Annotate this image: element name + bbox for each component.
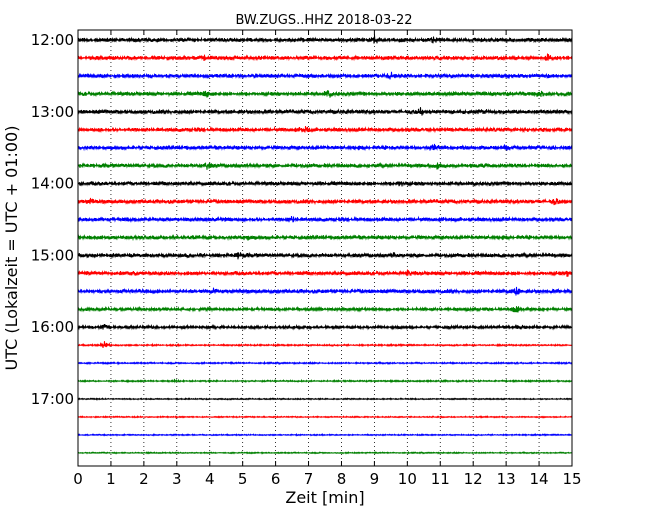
vertical-gridlines (110, 30, 540, 466)
x-tick-label-0: 0 (73, 470, 83, 488)
y-tick-label-1200: 12:00 (31, 31, 74, 49)
x-tick-label-3: 3 (172, 470, 182, 488)
x-axis-label: Zeit [min] (285, 488, 364, 507)
trace-1345 (77, 161, 573, 170)
trace-1330 (77, 143, 573, 152)
x-tick-label-14: 14 (530, 470, 549, 488)
trace-1215 (77, 53, 573, 62)
x-tick-label-4: 4 (205, 470, 215, 488)
x-tick-label-11: 11 (431, 470, 450, 488)
trace-1400 (77, 179, 573, 188)
trace-1530 (77, 286, 573, 296)
trace-1600 (77, 323, 573, 331)
x-tick-label-2: 2 (139, 470, 149, 488)
trace-1615 (77, 341, 573, 348)
trace-1230 (77, 71, 573, 80)
trace-series (77, 35, 573, 455)
x-tick-label-7: 7 (304, 470, 314, 488)
x-tick-label-15: 15 (562, 470, 581, 488)
x-tick-label-10: 10 (398, 470, 417, 488)
trace-1415 (77, 197, 573, 206)
trace-1445 (77, 233, 573, 242)
y-tick-label-1300: 13:00 (31, 103, 74, 121)
trace-1730 (77, 432, 573, 437)
trace-1515 (77, 269, 573, 277)
trace-1700 (77, 397, 573, 401)
y-tick-label-1500: 15:00 (31, 246, 74, 264)
y-tick-label-1400: 14:00 (31, 175, 74, 193)
trace-1200 (77, 35, 573, 44)
trace-1745 (77, 450, 573, 455)
trace-1500 (77, 251, 573, 260)
y-axis-label: UTC (Lokalzeit = UTC + 01:00) (2, 126, 21, 371)
x-tick-label-6: 6 (271, 470, 281, 488)
trace-1300 (77, 107, 573, 116)
x-tick-label-8: 8 (337, 470, 347, 488)
x-tick-label-9: 9 (370, 470, 380, 488)
y-tick-label-1600: 16:00 (31, 318, 74, 336)
x-tick-label-1: 1 (106, 470, 116, 488)
y-tick-label-1700: 17:00 (31, 390, 74, 408)
x-tick-label-13: 13 (497, 470, 516, 488)
trace-1315 (77, 125, 573, 134)
x-tick-label-12: 12 (464, 470, 483, 488)
x-axis-ticks: 0 1 2 3 4 5 6 7 8 9 10 11 12 13 14 15 (73, 30, 582, 488)
y-axis-ticks: 12:00 13:00 14:00 15:00 16:00 17:00 (31, 31, 572, 408)
trace-1430 (77, 215, 573, 224)
x-tick-label-5: 5 (238, 470, 248, 488)
trace-1245 (77, 90, 573, 98)
trace-1715 (77, 415, 573, 419)
plot-frame (77, 29, 573, 467)
trace-1630 (77, 360, 573, 366)
chart-title: BW.ZUGS..HHZ 2018-03-22 (235, 13, 412, 28)
trace-1545 (77, 305, 573, 313)
trace-1645 (77, 378, 573, 384)
